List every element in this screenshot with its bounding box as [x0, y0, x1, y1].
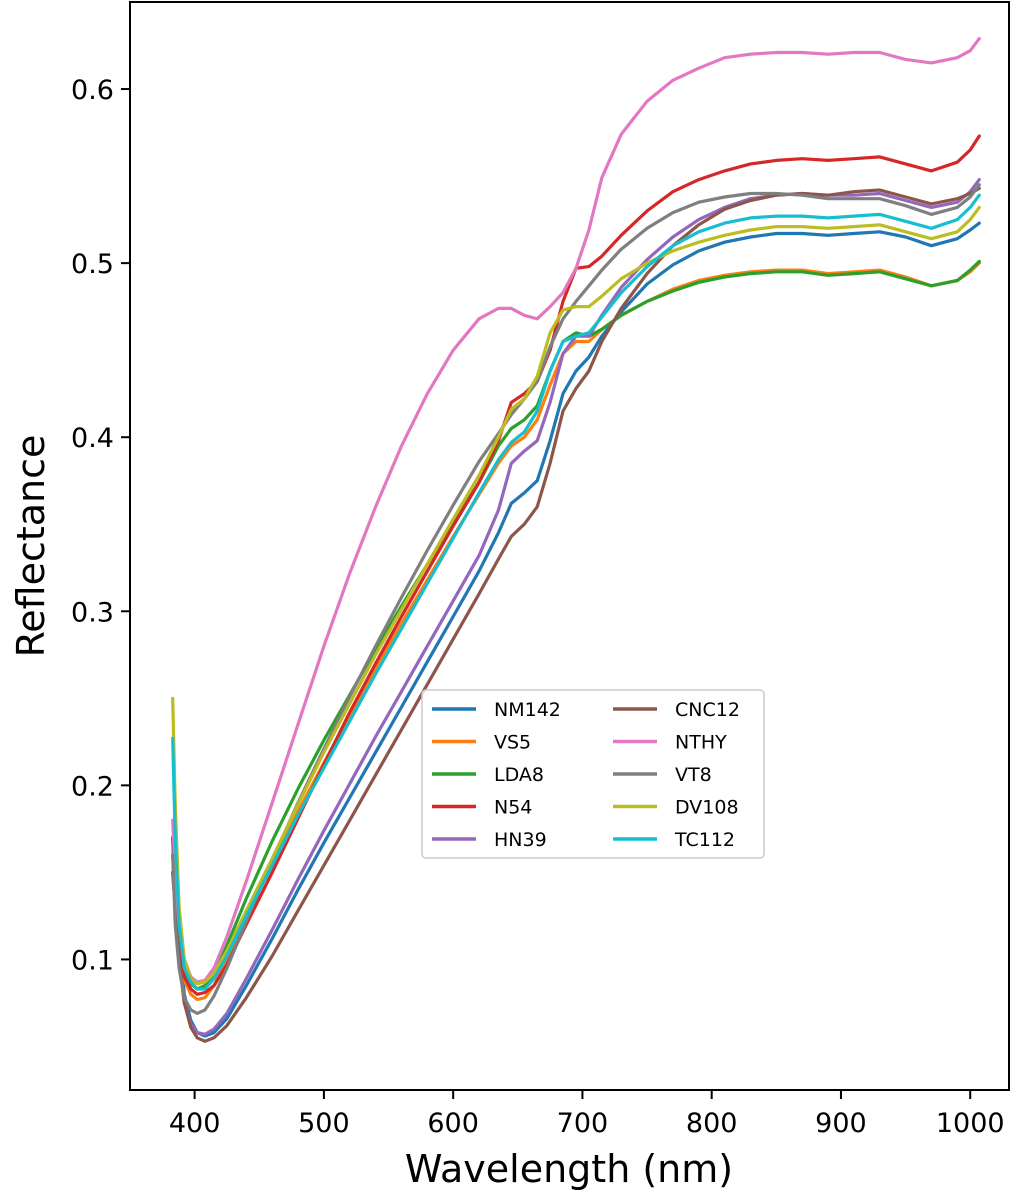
legend-label-hn39: HN39	[494, 829, 547, 851]
legend-label-vs5: VS5	[494, 732, 531, 754]
x-tick-label: 900	[815, 1108, 867, 1139]
y-tick-label: 0.5	[71, 249, 114, 280]
x-tick-label: 700	[557, 1108, 609, 1139]
legend-label-n54: N54	[494, 797, 532, 819]
y-tick-label: 0.3	[71, 597, 114, 628]
legend-entries: NM142 VS5 LDA8 N54 HN39 CNC12 NTHY VT8 DV108 TC11…	[432, 699, 740, 851]
x-tick-label: 600	[427, 1108, 479, 1139]
x-tick-label: 500	[298, 1108, 350, 1139]
plot-frame	[129, 1, 1010, 1091]
y-tick-label: 0.6	[71, 75, 114, 106]
y-tick-label: 0.4	[71, 423, 114, 454]
y-axis-label: Reflectance	[9, 435, 53, 658]
series-line-nthy	[171, 37, 981, 984]
y-tick-label: 0.1	[71, 945, 114, 976]
x-axis-label: Wavelength (nm)	[405, 1147, 733, 1191]
legend-label-dv108: DV108	[675, 797, 739, 819]
y-axis: 0.1 0.2 0.3 0.4 0.5 0.6	[71, 75, 130, 976]
y-tick-label: 0.2	[71, 771, 114, 802]
legend-label-lda8: LDA8	[494, 764, 544, 786]
legend-label-vt8: VT8	[675, 764, 712, 786]
legend-label-cnc12: CNC12	[675, 699, 740, 721]
series-line-cnc12	[171, 186, 981, 1043]
x-tick-label: 400	[169, 1108, 221, 1139]
x-axis: 400 500 600 700 800 900 1000	[169, 1090, 1005, 1139]
legend-label-nm142: NM142	[494, 699, 561, 721]
series-line-nm142	[171, 221, 981, 1038]
x-tick-label: 800	[686, 1108, 738, 1139]
legend-label-tc112: TC112	[674, 829, 735, 851]
legend-frame	[421, 689, 765, 859]
series-line-tc112	[171, 193, 981, 991]
series-layer	[171, 37, 981, 1043]
series-line-dv108	[171, 205, 981, 986]
legend-label-nthy: NTHY	[675, 732, 727, 754]
legend: NM142 VS5 LDA8 N54 HN39 CNC12 NTHY VT8 DV108 TC11…	[421, 689, 765, 859]
x-tick-label: 1000	[936, 1108, 1005, 1139]
